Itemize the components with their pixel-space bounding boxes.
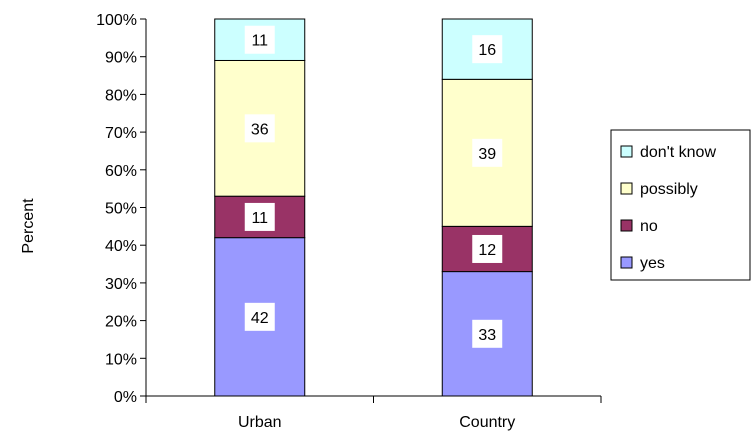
legend: don't know possibly no yes — [611, 130, 750, 280]
y-tick-label: 100% — [96, 12, 137, 29]
y-tick-label: 0% — [114, 389, 137, 406]
data-label: 11 — [251, 210, 268, 227]
y-tick-label: 40% — [105, 238, 137, 255]
data-label: 39 — [478, 146, 496, 163]
data-label: 11 — [251, 33, 268, 50]
y-tick-label: 70% — [105, 125, 137, 142]
data-label: 33 — [478, 327, 496, 344]
legend-label: don't know — [640, 144, 716, 161]
legend-swatch — [621, 257, 632, 268]
data-label: 42 — [251, 310, 269, 327]
x-tick-label: Country — [459, 414, 515, 431]
y-tick-label: 20% — [105, 314, 137, 331]
y-axis-title: Percent — [20, 198, 37, 254]
y-tick-label: 50% — [105, 201, 137, 218]
x-tick-label: Urban — [238, 414, 282, 431]
legend-label: yes — [640, 255, 665, 272]
data-label: 16 — [478, 42, 496, 59]
legend-swatch — [621, 183, 632, 194]
y-tick-label: 30% — [105, 276, 137, 293]
data-label: 36 — [251, 121, 269, 138]
y-tick-label: 80% — [105, 87, 137, 104]
legend-swatch — [621, 146, 632, 157]
y-tick-label: 60% — [105, 163, 137, 180]
legend-label: possibly — [640, 181, 698, 198]
y-tick-label: 10% — [105, 351, 137, 368]
data-label: 12 — [478, 242, 496, 259]
y-tick-label: 90% — [105, 50, 137, 67]
legend-swatch — [621, 220, 632, 231]
legend-label: no — [640, 218, 658, 235]
